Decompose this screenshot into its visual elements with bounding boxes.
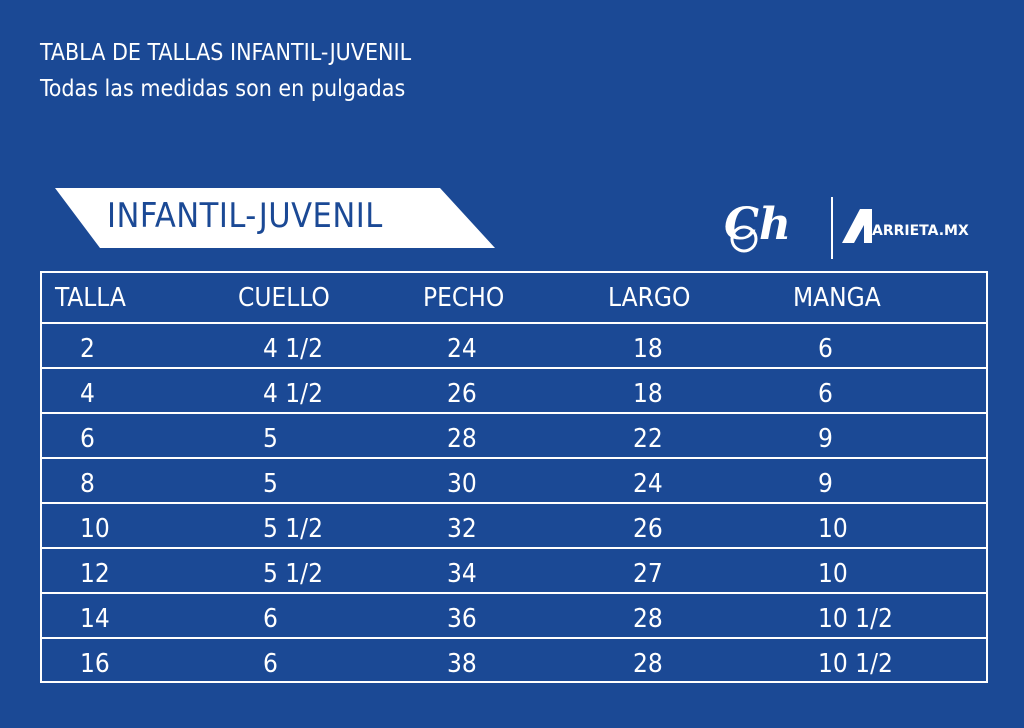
- ch-logo-icon: Ch ARRIETA.MX: [724, 197, 969, 259]
- table-header-row: TALLA CUELLO PECHO LARGO MANGA: [42, 273, 986, 324]
- table-cell: 6: [263, 649, 278, 679]
- svg-text:Ch: Ch: [724, 199, 791, 250]
- table-cell: 9: [818, 424, 833, 454]
- table-row: 10 5 1/2 32 26 10: [42, 502, 986, 547]
- table-cell: 38: [447, 649, 477, 679]
- table-row: 4 4 1/2 26 18 6: [42, 367, 986, 412]
- table-row: 8 5 30 24 9: [42, 457, 986, 502]
- table-cell: 9: [818, 469, 833, 499]
- size-table: TALLA CUELLO PECHO LARGO MANGA 2 4 1/2 24 18 6 4 4 …: [40, 271, 988, 683]
- column-header: CUELLO: [238, 283, 330, 313]
- table-cell: 16: [80, 649, 110, 679]
- svg-text:ARRIETA.MX: ARRIETA.MX: [872, 223, 969, 239]
- table-cell: 24: [633, 469, 663, 499]
- table-cell: 14: [80, 604, 110, 634]
- table-cell: 10 1/2: [818, 649, 893, 679]
- table-cell: 10: [818, 559, 848, 589]
- table-cell: 36: [447, 604, 477, 634]
- column-header: TALLA: [55, 283, 126, 313]
- table-cell: 18: [633, 334, 663, 364]
- table-cell: 30: [447, 469, 477, 499]
- table-cell: 10 1/2: [818, 604, 893, 634]
- table-cell: 32: [447, 514, 477, 544]
- table-row: 16 6 38 28 10 1/2: [42, 637, 986, 682]
- table-cell: 6: [80, 424, 95, 454]
- banner-shape: [55, 188, 495, 248]
- table-cell: 28: [447, 424, 477, 454]
- table-row: 6 5 28 22 9: [42, 412, 986, 457]
- table-cell: 6: [263, 604, 278, 634]
- table-cell: 2: [80, 334, 95, 364]
- table-cell: 22: [633, 424, 663, 454]
- table-cell: 34: [447, 559, 477, 589]
- page-title: TABLA DE TALLAS INFANTIL-JUVENIL: [40, 40, 412, 66]
- table-cell: 4 1/2: [263, 334, 323, 364]
- column-header: PECHO: [423, 283, 505, 313]
- column-header: LARGO: [608, 283, 691, 313]
- table-cell: 10: [80, 514, 110, 544]
- table-row: 12 5 1/2 34 27 10: [42, 547, 986, 592]
- table-cell: 26: [447, 379, 477, 409]
- table-cell: 6: [818, 379, 833, 409]
- table-cell: 26: [633, 514, 663, 544]
- table-row: 2 4 1/2 24 18 6: [42, 322, 986, 367]
- table-cell: 5 1/2: [263, 559, 323, 589]
- table-cell: 27: [633, 559, 663, 589]
- table-cell: 5 1/2: [263, 514, 323, 544]
- section-banner: INFANTIL-JUVENIL: [55, 188, 495, 248]
- table-cell: 18: [633, 379, 663, 409]
- page-subtitle: Todas las medidas son en pulgadas: [40, 76, 406, 102]
- brand-logos: Ch ARRIETA.MX: [722, 195, 982, 261]
- table-cell: 12: [80, 559, 110, 589]
- table-cell: 8: [80, 469, 95, 499]
- table-cell: 5: [263, 469, 278, 499]
- table-cell: 28: [633, 649, 663, 679]
- section-label: INFANTIL-JUVENIL: [107, 196, 383, 236]
- table-cell: 28: [633, 604, 663, 634]
- table-cell: 5: [263, 424, 278, 454]
- table-cell: 4: [80, 379, 95, 409]
- table-cell: 4 1/2: [263, 379, 323, 409]
- column-header: MANGA: [793, 283, 881, 313]
- table-cell: 10: [818, 514, 848, 544]
- table-row: 14 6 36 28 10 1/2: [42, 592, 986, 637]
- table-cell: 24: [447, 334, 477, 364]
- table-cell: 6: [818, 334, 833, 364]
